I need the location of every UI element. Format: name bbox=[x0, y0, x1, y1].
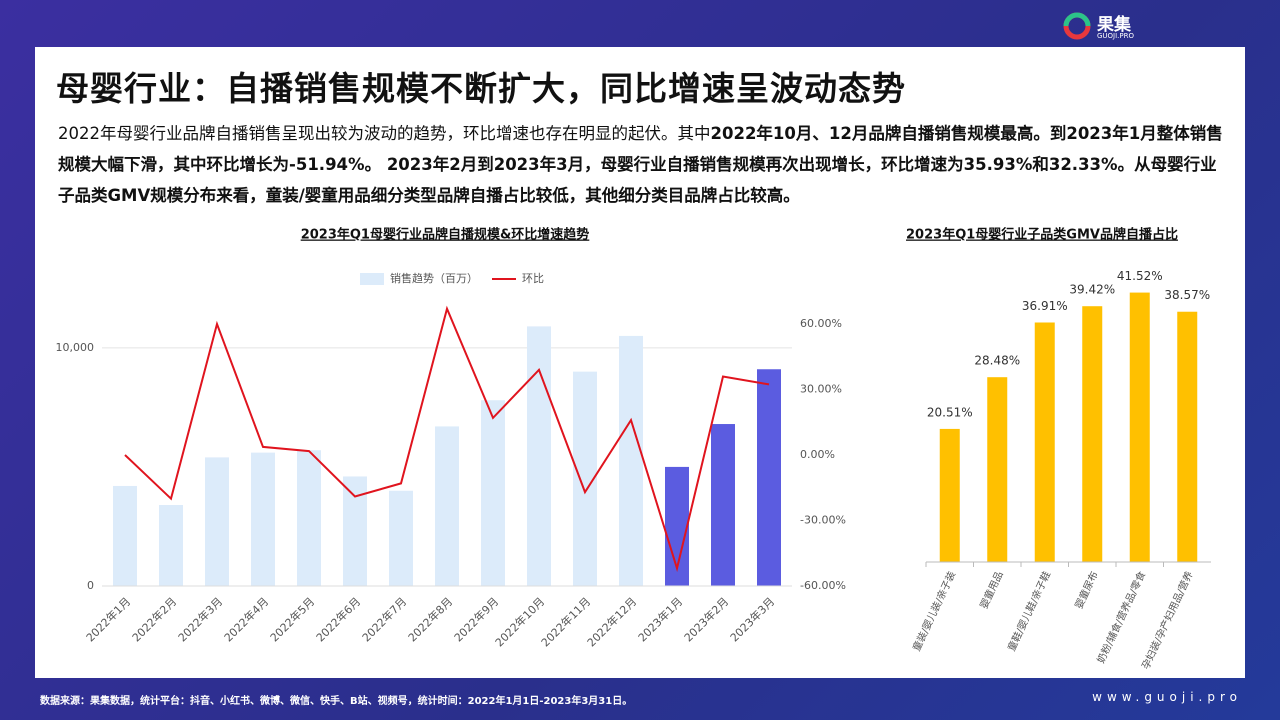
y2-tick-label: 0.00% bbox=[800, 448, 835, 461]
legend-label: 环比 bbox=[522, 272, 544, 285]
legend-swatch bbox=[360, 273, 384, 285]
x-tick-label: 2022年12月 bbox=[584, 594, 639, 649]
x-tick-label: 童鞋/婴儿鞋/亲子鞋 bbox=[1005, 569, 1053, 653]
x-tick-label: 2022年1月 bbox=[83, 594, 133, 644]
bar bbox=[757, 369, 781, 586]
x-tick-label: 童装/婴儿装/亲子装 bbox=[910, 569, 958, 653]
y-tick-label: 0 bbox=[87, 579, 94, 592]
x-tick-label: 2022年6月 bbox=[313, 594, 363, 644]
bar bbox=[435, 426, 459, 586]
value-label: 38.57% bbox=[1164, 288, 1210, 302]
x-tick-label: 婴童尿布 bbox=[1072, 569, 1101, 611]
x-tick-label: 2022年3月 bbox=[175, 594, 225, 644]
x-tick-label: 2023年3月 bbox=[727, 594, 777, 644]
bar bbox=[1082, 306, 1103, 562]
line bbox=[124, 305, 770, 573]
y2-tick-label: -60.00% bbox=[800, 579, 846, 592]
bar bbox=[389, 490, 413, 586]
x-tick-label: 2023年1月 bbox=[635, 594, 685, 644]
bar bbox=[527, 326, 551, 586]
slide-title: 母婴行业：自播销售规模不断扩大，同比增速呈波动态势 bbox=[56, 69, 906, 108]
bar bbox=[205, 457, 229, 586]
value-label: 20.51% bbox=[927, 405, 973, 419]
x-tick-label: 2022年4月 bbox=[221, 594, 271, 644]
bar bbox=[481, 400, 505, 586]
chart-title: 2023年Q1母婴行业品牌自播规模&环比增速趋势 bbox=[301, 227, 590, 243]
footer-source: 数据来源：果集数据，统计平台：抖音、小红书、微博、微信、快手、B站、视频号，统计… bbox=[40, 696, 633, 707]
bar bbox=[343, 476, 367, 586]
y2-tick-label: 30.00% bbox=[800, 383, 842, 396]
logo-name: 果集 bbox=[1097, 15, 1131, 35]
footer-site: www.guoji.pro bbox=[1092, 690, 1242, 704]
chart-title: 2023年Q1母婴行业子品类GMV品牌自播占比 bbox=[906, 227, 1178, 243]
x-tick-label: 孕妇装/孕产妇用品/营养 bbox=[1139, 569, 1196, 671]
bar bbox=[939, 428, 960, 562]
logo-sub: GUOJI.PRO bbox=[1097, 32, 1135, 40]
bar bbox=[987, 377, 1008, 562]
value-label: 41.52% bbox=[1117, 269, 1163, 283]
bar bbox=[297, 450, 321, 586]
bar bbox=[251, 452, 275, 586]
logo-icon bbox=[1063, 12, 1091, 40]
paragraph-text: 2022年10月、12月品牌自播销售规模最高。到2023年1月整体销售规模大幅下… bbox=[58, 124, 1223, 205]
x-tick-label: 奶粉/辅食/营养品/零食 bbox=[1094, 569, 1148, 665]
paragraph-text: 2022年母婴行业品牌自播销售呈现出较为波动的趋势，环比增速也存在明显的起伏。其… bbox=[58, 124, 711, 143]
x-tick-label: 婴童用品 bbox=[977, 569, 1006, 611]
bar bbox=[711, 424, 735, 586]
bar bbox=[619, 335, 643, 586]
paragraph: 2022年母婴行业品牌自播销售呈现出较为波动的趋势，环比增速也存在明显的起伏。其… bbox=[58, 118, 1228, 211]
y-tick-label: 10,000 bbox=[56, 341, 95, 354]
y2-tick-label: -30.00% bbox=[800, 514, 846, 527]
x-tick-label: 2023年2月 bbox=[681, 594, 731, 644]
x-tick-label: 2022年2月 bbox=[129, 594, 179, 644]
y2-tick-label: 60.00% bbox=[800, 317, 842, 330]
x-tick-label: 2022年9月 bbox=[451, 594, 501, 644]
bar bbox=[159, 505, 183, 586]
legend-label: 销售趋势（百万） bbox=[390, 271, 478, 285]
value-label: 28.48% bbox=[974, 354, 1020, 368]
value-label: 39.42% bbox=[1069, 283, 1115, 297]
x-tick-label: 2022年5月 bbox=[267, 594, 317, 644]
bar bbox=[1129, 292, 1150, 562]
bar bbox=[1177, 311, 1198, 562]
x-tick-label: 2022年7月 bbox=[359, 594, 409, 644]
bar bbox=[113, 485, 137, 586]
bar bbox=[1034, 322, 1055, 562]
x-tick-label: 2022年8月 bbox=[405, 594, 455, 644]
value-label: 36.91% bbox=[1022, 299, 1068, 313]
